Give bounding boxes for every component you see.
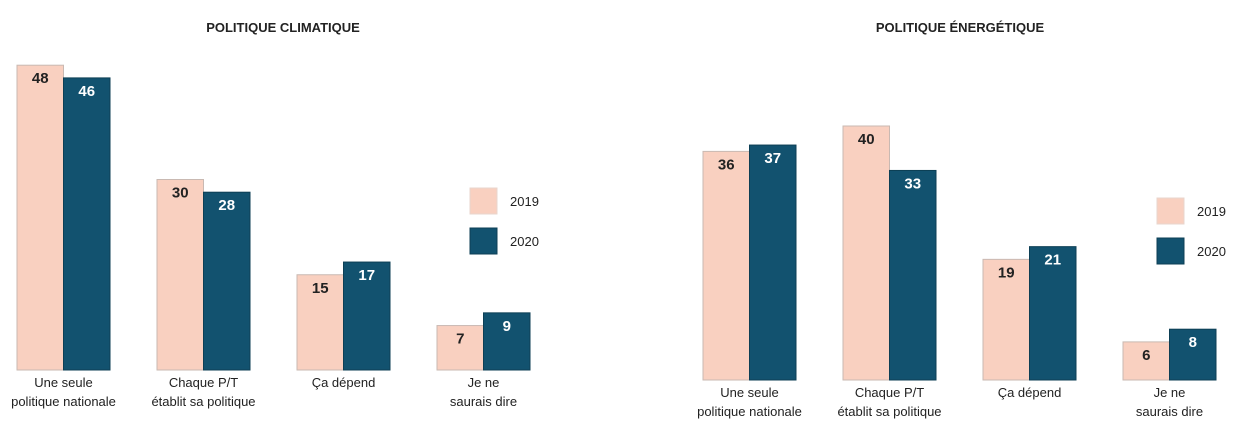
x-tick-label-line: Une seule: [720, 385, 779, 400]
bar: [483, 312, 531, 371]
x-tick-label-line: Ça dépend: [312, 375, 376, 390]
bar: [16, 64, 64, 371]
legend-label: 2019: [510, 194, 539, 209]
bar: [749, 144, 797, 381]
bar: [702, 150, 750, 381]
data-label: 48: [32, 70, 49, 87]
x-tick-label: Ça dépend: [312, 375, 376, 390]
bar: [1029, 246, 1077, 381]
bar: [343, 261, 391, 371]
x-tick-label-line: saurais dire: [450, 394, 517, 409]
data-label: 37: [764, 150, 781, 167]
chart-title: POLITIQUE CLIMATIQUE: [206, 20, 360, 35]
x-tick-label-line: politique nationale: [11, 394, 116, 409]
x-tick-label: Ça dépend: [998, 385, 1062, 400]
x-tick-label: Chaque P/T établit sa politique: [837, 385, 941, 419]
x-tick-label: Une seule politique nationale: [11, 375, 116, 409]
bar: [1122, 341, 1170, 381]
bar: [982, 258, 1030, 381]
x-tick-label: Une seule politique nationale: [697, 385, 802, 419]
x-tick-label: Je ne saurais dire: [450, 375, 517, 409]
x-tick-label-line: Chaque P/T: [169, 375, 238, 390]
data-label: 19: [998, 264, 1015, 281]
data-label: 9: [503, 318, 511, 335]
x-tick-label-line: Je ne: [468, 375, 500, 390]
bar: [842, 125, 890, 381]
x-tick-label: Je ne saurais dire: [1136, 385, 1203, 419]
x-tick-label-line: Chaque P/T: [855, 385, 924, 400]
data-label: 33: [904, 175, 921, 192]
x-tick-label-line: établit sa politique: [151, 394, 255, 409]
data-label: 17: [358, 267, 375, 284]
data-label: 15: [312, 280, 329, 297]
bar: [63, 77, 111, 371]
legend-swatch: [1156, 197, 1185, 225]
x-tick-label-line: établit sa politique: [837, 404, 941, 419]
data-label: 8: [1189, 334, 1197, 351]
data-label: 6: [1142, 347, 1150, 364]
bar: [436, 325, 484, 371]
chart-title: POLITIQUE ÉNERGÉTIQUE: [876, 20, 1045, 35]
bar: [889, 169, 937, 381]
legend-swatch: [469, 187, 498, 215]
x-tick-label-line: Ça dépend: [998, 385, 1062, 400]
data-label: 28: [218, 197, 235, 214]
legend-swatch: [1156, 237, 1185, 265]
x-tick-label-line: Je ne: [1154, 385, 1186, 400]
x-tick-label-line: Une seule: [34, 375, 93, 390]
bar: [296, 274, 344, 371]
bar: [156, 179, 204, 371]
legend-label: 2020: [510, 234, 539, 249]
bar: [1169, 328, 1217, 381]
data-label: 21: [1044, 252, 1061, 269]
legend-label: 2019: [1197, 204, 1226, 219]
data-label: 30: [172, 185, 189, 202]
x-tick-label: Chaque P/T établit sa politique: [151, 375, 255, 409]
data-label: 36: [718, 156, 735, 173]
legend-swatch: [469, 227, 498, 255]
x-tick-label-line: saurais dire: [1136, 404, 1203, 419]
data-label: 46: [78, 83, 95, 100]
x-tick-label-line: politique nationale: [697, 404, 802, 419]
data-label: 40: [858, 131, 875, 148]
data-label: 7: [456, 331, 464, 348]
bar: [203, 191, 251, 371]
legend-label: 2020: [1197, 244, 1226, 259]
